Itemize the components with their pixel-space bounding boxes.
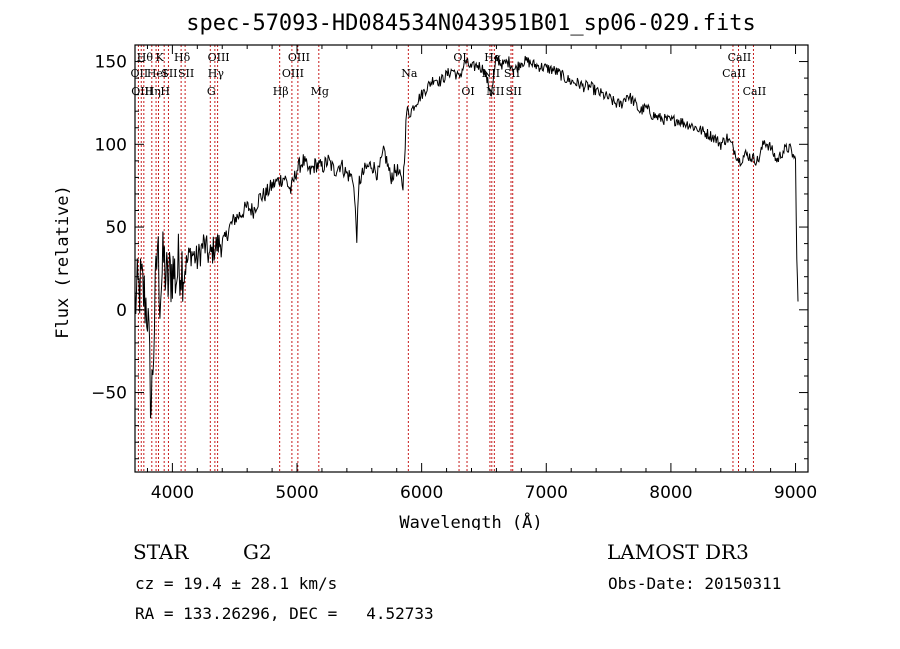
line-label-8: Hδ: [174, 51, 191, 64]
line-label-1: OIII: [131, 85, 153, 98]
plot-frame: [134, 44, 809, 473]
line-label-5: K: [155, 51, 164, 64]
y-axis-label: Flux (relative): [53, 185, 73, 339]
x-tick-label-2: 6000: [400, 483, 443, 503]
x-axis-label: Wavelength (Å): [399, 511, 542, 530]
spectrum-chart: 4000 5000 6000 7000 8000 9000 −50 0 50 100 150 OII…: [53, 11, 817, 530]
line-label-9: SII: [178, 67, 194, 80]
line-label-17: Na: [401, 67, 418, 80]
line-label-11: Hγ: [208, 67, 225, 80]
observation-date: Obs-Date: 20150311: [608, 574, 782, 593]
line-label-20: NII: [482, 67, 500, 80]
line-label-4: HeI: [147, 67, 167, 80]
line-label-15: OIII: [288, 51, 310, 64]
line-label-18: OI: [453, 51, 466, 64]
y-tick-label-4: 150: [95, 53, 127, 73]
x-tick-label-3: 7000: [525, 483, 568, 503]
line-label-12: OIII: [208, 51, 230, 64]
line-label-27: CaII: [743, 85, 767, 98]
line-label-3: Hη: [145, 85, 161, 98]
line-label-16: Mg: [311, 85, 329, 98]
emission-line-labels: OII OIII Hθ Hη HeI K H SII Hδ SII G Hγ OIII Hβ OIII OII…: [131, 51, 767, 98]
object-class: STAR: [133, 540, 189, 564]
line-label-7: SII: [161, 67, 177, 80]
x-tick-label-0: 4000: [151, 483, 194, 503]
line-label-14: OIII: [282, 67, 304, 80]
emission-line-markers: [137, 45, 754, 472]
object-subclass: G2: [243, 540, 272, 564]
line-label-25: CaII: [722, 67, 746, 80]
x-tick-label-5: 9000: [774, 483, 817, 503]
redshift-velocity: cz = 19.4 ± 28.1 km/s: [135, 574, 338, 593]
ra-dec-coordinates: RA = 133.26296, DEC = 4.52733: [135, 604, 434, 623]
line-label-13: Hβ: [273, 85, 289, 98]
y-tick-label-0: −50: [91, 384, 127, 404]
line-label-22: NII: [486, 85, 504, 98]
y-tick-label-1: 0: [116, 301, 127, 321]
line-label-26: CaII: [728, 51, 752, 64]
line-label-10: G: [207, 85, 216, 98]
chart-title: spec-57093-HD084534N043951B01_sp06-029.f…: [186, 11, 756, 36]
survey-name: LAMOST DR3: [607, 540, 749, 564]
y-tick-label-2: 50: [105, 218, 127, 238]
line-label-24: SII: [506, 85, 522, 98]
axis-ticks: 4000 5000 6000 7000 8000 9000 −50 0 50 100 150: [91, 45, 817, 503]
line-label-6: H: [160, 85, 170, 98]
line-label-23: SII: [504, 67, 520, 80]
y-tick-label-3: 100: [95, 135, 127, 155]
line-label-2: Hθ: [137, 51, 154, 64]
spectrum-line: [134, 55, 799, 419]
line-label-19: OI: [461, 85, 474, 98]
line-label-0: OII: [131, 67, 149, 80]
x-tick-label-1: 5000: [275, 483, 318, 503]
line-label-21: Hα: [484, 51, 502, 64]
x-tick-label-4: 8000: [649, 483, 692, 503]
